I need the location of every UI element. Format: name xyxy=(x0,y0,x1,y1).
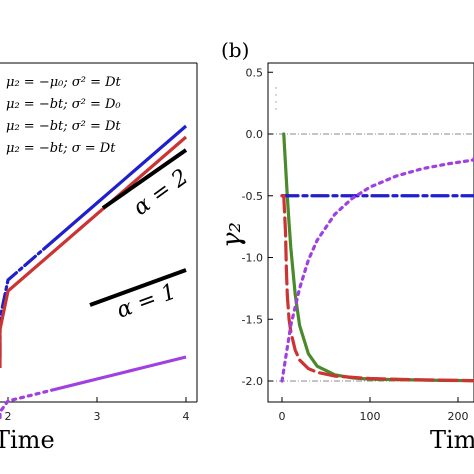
alpha-2-label: α = 2 xyxy=(129,165,193,221)
panel-a-x-tick-label: 4 xyxy=(183,410,190,423)
alpha-1-slope-line xyxy=(89,268,187,307)
panel-b-x-tick-label: 100 xyxy=(360,410,381,423)
panel-b-y-tick-label: -0.5 xyxy=(242,190,263,203)
panel-b-label: (b) xyxy=(221,38,249,62)
panel-a-series-2-solid xyxy=(52,355,187,392)
panel-b-x-ticks: 0 100 200 xyxy=(279,397,469,423)
panel-b-x-tick-label: 0 xyxy=(279,410,286,423)
panel-b-y-tick-label: 0.0 xyxy=(246,128,264,141)
alpha-2-slope-line xyxy=(101,148,188,210)
panel-b-xlabel: Time xyxy=(430,426,474,454)
panel-a-series-1-solid xyxy=(0,135,188,368)
panel-a-x-tick-label: 3 xyxy=(94,410,101,423)
panel-a-series-2-styled xyxy=(0,388,55,420)
panel-a-xlabel: Time xyxy=(0,426,55,454)
panel-b-y-tick-label: 0.5 xyxy=(246,66,264,79)
panel-b-y-ticks: 0.5 0.0 -0.5 -1.0 -1.5 -2.0 xyxy=(242,66,273,388)
panel-b-y-tick-label: -1.5 xyxy=(242,313,263,326)
panel-a-x-tick-label: 2 xyxy=(5,410,12,423)
legend-entry-1: μ₂ = −bt; σ² = D₀ xyxy=(6,97,121,112)
panel-a-series-0-styled xyxy=(0,239,55,359)
panel-b-ylabel: γ₂ xyxy=(217,222,247,248)
panel-b-reference-lines xyxy=(268,133,474,382)
panel-a-legend: μ₂ = −μ₀; σ² = Dt μ₂ = −bt; σ² = D₀ μ₂ = −… xyxy=(6,75,122,156)
panel-b-plot-area xyxy=(267,62,474,403)
panel-b-series-3 xyxy=(280,155,474,383)
panel-b-x-tick-label: 200 xyxy=(448,410,469,423)
panel-b-series-0 xyxy=(282,132,474,383)
legend-entry-3: μ₂ = −bt; σ = Dt xyxy=(6,141,116,156)
legend-entry-0: μ₂ = −μ₀; σ² = Dt xyxy=(6,75,122,90)
panel-b-series-2 xyxy=(280,194,474,383)
panel-a: 2 3 4 Time μ₂ = −μ₀; σ² = Dt μ₂ = −bt; σ² =… xyxy=(0,62,198,454)
panel-b-small-marks xyxy=(275,87,277,110)
panel-a-series xyxy=(0,124,188,420)
panel-b-y-tick-label: -1.0 xyxy=(242,252,263,265)
panel-b-y-tick-label: -2.0 xyxy=(242,375,263,388)
panel-a-x-ticks: 2 3 4 xyxy=(5,397,190,423)
panel-b: (b) 0.5 0.0 -0.5 -1.0 -1.5 -2.0 0 100 200 γ₂ Ti… xyxy=(217,38,474,454)
panel-b-series xyxy=(280,132,474,383)
legend-entry-2: μ₂ = −bt; σ² = Dt xyxy=(6,119,121,134)
panel-a-series-0-solid xyxy=(51,124,188,243)
